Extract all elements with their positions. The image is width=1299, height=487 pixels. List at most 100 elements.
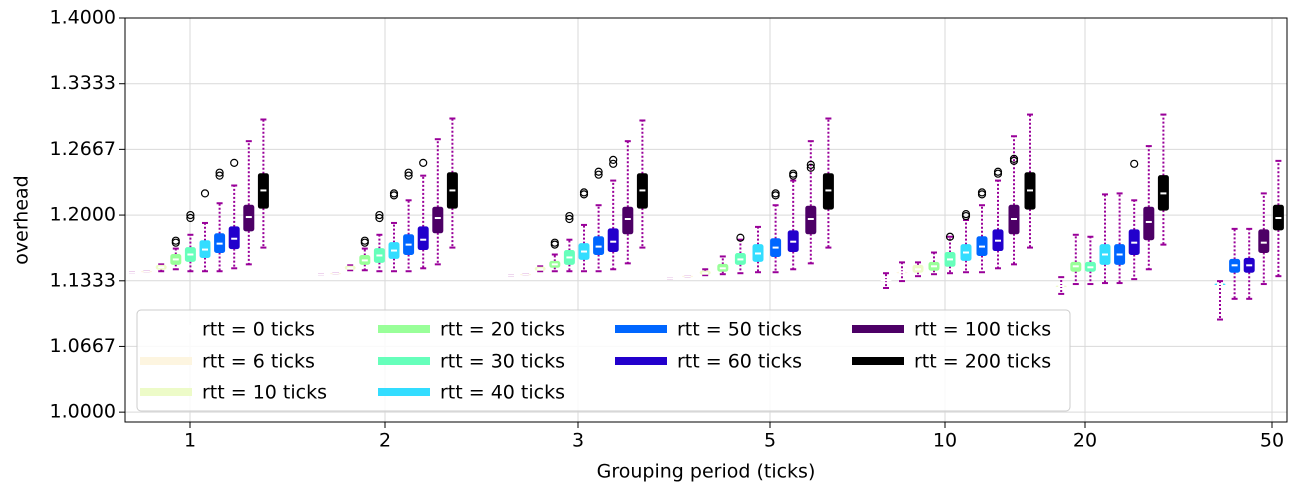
- y-tick-label: 1.3333: [50, 72, 116, 94]
- box: [228, 158, 240, 270]
- outlier: [1009, 154, 1019, 164]
- box: [622, 140, 634, 265]
- outlier: [550, 238, 559, 247]
- box: [1272, 159, 1284, 278]
- box: [1128, 159, 1140, 281]
- box: [432, 138, 444, 266]
- y-tick-label: 1.2667: [50, 138, 116, 160]
- box: [170, 236, 182, 271]
- box: [126, 271, 138, 274]
- legend-label: rtt = 50 ticks: [677, 319, 802, 341]
- box: [257, 118, 269, 249]
- box: [520, 273, 532, 276]
- outlier: [171, 236, 180, 245]
- outlier: [1130, 159, 1139, 168]
- box: [578, 188, 590, 273]
- box: [214, 168, 226, 273]
- outlier: [993, 167, 1003, 176]
- box: [1070, 233, 1082, 286]
- x-tick-label: 1: [184, 430, 196, 452]
- outlier: [609, 159, 618, 168]
- outlier: [419, 158, 428, 167]
- box: [1084, 235, 1096, 286]
- box: [822, 117, 834, 249]
- box: [330, 272, 342, 275]
- box: [417, 158, 429, 270]
- outlier: [389, 189, 399, 198]
- outlier: [945, 232, 955, 241]
- y-tick-label: 1.0667: [50, 335, 116, 357]
- box: [636, 119, 648, 249]
- legend-label: rtt = 20 ticks: [440, 319, 565, 341]
- outlier: [360, 236, 369, 245]
- box: [388, 189, 400, 273]
- box: [1114, 192, 1126, 285]
- box: [1229, 227, 1241, 300]
- x-tick-label: 3: [572, 430, 584, 452]
- legend-label: rtt = 0 ticks: [202, 319, 315, 341]
- y-axis-label: overhead: [11, 175, 33, 264]
- box: [505, 274, 517, 277]
- outlier: [806, 160, 815, 169]
- box: [752, 225, 764, 274]
- box: [1099, 193, 1111, 285]
- outlier: [565, 211, 574, 221]
- box: [1024, 113, 1036, 249]
- box-body: [607, 228, 619, 253]
- outlier: [404, 168, 413, 177]
- y-tick-label: 1.0000: [50, 401, 116, 423]
- plot-frame: [124, 17, 1288, 423]
- box: [880, 272, 892, 289]
- box: [976, 188, 988, 274]
- legend-label: rtt = 10 ticks: [202, 382, 327, 404]
- outlier: [186, 210, 195, 220]
- box: [1143, 145, 1155, 271]
- box: [1243, 227, 1255, 300]
- box: [1008, 135, 1020, 266]
- x-tick-label: 5: [764, 430, 776, 452]
- box: [141, 270, 153, 273]
- outlier: [375, 213, 384, 223]
- box-body: [1143, 206, 1155, 241]
- outlier: [771, 189, 780, 198]
- box: [534, 265, 546, 273]
- outlier: [736, 233, 745, 242]
- box: [155, 263, 167, 273]
- outlier: [215, 168, 224, 177]
- y-tick-label: 1.2000: [50, 204, 116, 226]
- legend-label: rtt = 60 ticks: [677, 351, 802, 373]
- box: [896, 261, 908, 283]
- box: [912, 261, 924, 278]
- box: [787, 169, 799, 271]
- legend-frame: [136, 309, 1071, 412]
- box: [1157, 113, 1169, 246]
- legend-label: rtt = 30 ticks: [440, 351, 565, 373]
- box: [315, 273, 327, 276]
- box: [593, 167, 605, 273]
- outlier: [186, 213, 195, 223]
- box: [1214, 280, 1226, 321]
- x-tick-label: 20: [1073, 430, 1097, 452]
- outlier: [579, 188, 589, 197]
- box: [992, 167, 1004, 270]
- box: [944, 232, 956, 275]
- box: [664, 277, 676, 280]
- outlier: [375, 210, 384, 220]
- box: [717, 255, 729, 276]
- box: [446, 117, 458, 249]
- outlier: [594, 167, 603, 176]
- box: [344, 264, 356, 272]
- y-tick-label: 1.4000: [50, 7, 116, 29]
- outlier: [961, 209, 971, 219]
- box-body: [622, 206, 634, 235]
- box: [243, 140, 255, 266]
- box: [1055, 276, 1067, 295]
- box: [549, 238, 561, 273]
- box: [928, 251, 940, 276]
- box: [199, 189, 211, 273]
- outlier: [200, 189, 210, 198]
- box: [805, 140, 817, 265]
- legend-label: rtt = 40 ticks: [440, 382, 565, 404]
- x-axis-label: Grouping period (ticks): [597, 461, 816, 483]
